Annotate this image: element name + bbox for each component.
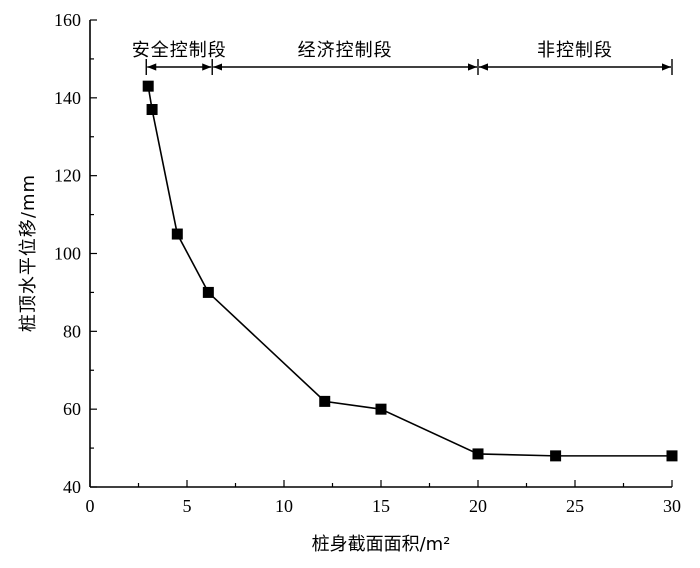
y-tick-label: 140 (54, 88, 81, 108)
y-tick-label: 60 (63, 399, 81, 419)
y-axis-title: 桩顶水平位移/mm (18, 174, 39, 332)
y-tick-label: 80 (63, 321, 81, 341)
y-tick-label: 160 (54, 10, 81, 30)
y-tick-label: 100 (54, 244, 81, 264)
y-tick-label: 40 (63, 477, 81, 497)
data-point (666, 450, 678, 462)
segment-label: 安全控制段 (132, 40, 227, 61)
data-point (171, 228, 183, 240)
data-point (142, 80, 154, 92)
segment-label: 经济控制段 (298, 40, 393, 61)
series-line (147, 86, 672, 457)
axes (89, 20, 672, 488)
y-ticks: 40 60 80 100 120 140 160 (54, 10, 97, 497)
x-ticks: 0 5 10 15 20 25 30 (86, 480, 681, 516)
data-point (319, 395, 331, 407)
data-point (550, 450, 562, 462)
x-axis-title: 桩身截面面积/m² (312, 534, 451, 555)
data-point (146, 104, 158, 116)
data-point (202, 286, 214, 298)
segment-label: 非控制段 (537, 40, 613, 61)
x-tick-label: 0 (86, 496, 95, 516)
data-point (472, 448, 484, 460)
data-point (375, 403, 387, 415)
plot-area (142, 80, 678, 462)
x-tick-label: 20 (469, 496, 487, 516)
x-tick-label: 10 (275, 496, 293, 516)
y-tick-label: 120 (54, 166, 81, 186)
segment-annotations: 安全控制段 经济控制段 非控制段 (132, 40, 673, 75)
x-tick-label: 15 (372, 496, 390, 516)
x-tick-label: 25 (566, 496, 584, 516)
x-tick-label: 30 (663, 496, 681, 516)
x-tick-label: 5 (183, 496, 192, 516)
